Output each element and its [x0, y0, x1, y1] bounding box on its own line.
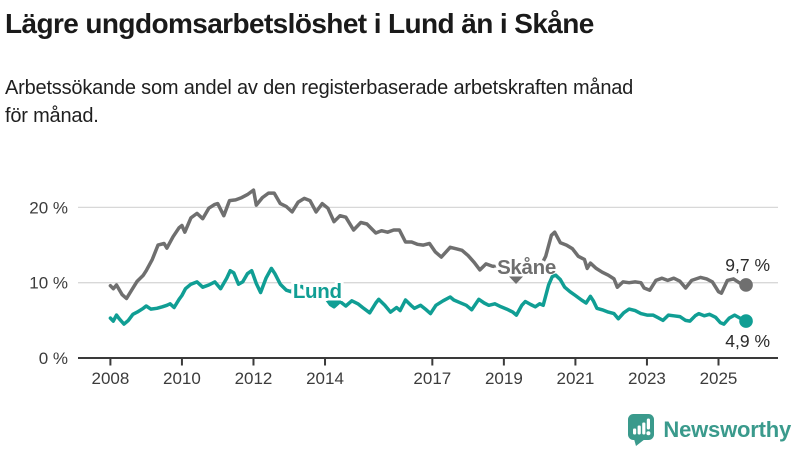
series-label-pointer-skne — [509, 276, 524, 284]
chart-subtitle-line2: för månad. — [5, 105, 99, 127]
x-tick-label: 2010 — [163, 369, 201, 388]
x-tick-label: 2017 — [413, 369, 451, 388]
newsworthy-logo[interactable]: Newsworthy — [627, 413, 791, 447]
x-tick-label: 2025 — [700, 369, 738, 388]
chart-subtitle: Arbetssökande som andel av den registerb… — [5, 74, 793, 130]
y-tick-label: 20 % — [29, 198, 68, 217]
end-dot-lund — [739, 314, 753, 328]
series-label-pointer-lund — [327, 300, 342, 309]
x-tick-label: 2019 — [485, 369, 523, 388]
series-label-skne: Skåne — [497, 256, 556, 279]
series-label-lund: Lund — [293, 280, 342, 303]
x-tick-label: 2021 — [556, 369, 594, 388]
line-lund — [108, 266, 748, 326]
end-dot-skne — [739, 278, 753, 292]
newsworthy-bubble-chart-icon — [628, 414, 655, 446]
newsworthy-wordmark: Newsworthy — [663, 417, 791, 442]
x-tick-label: 2014 — [306, 369, 344, 388]
chart-subtitle-line1: Arbetssökande som andel av den registerb… — [5, 77, 634, 99]
page-title: Lägre ungdomsarbetslöshet i Lund än i Sk… — [5, 8, 594, 39]
y-tick-label: 10 % — [29, 274, 68, 293]
y-tick-label: 0 % — [39, 349, 68, 368]
end-value-label-lund: 4,9 % — [725, 331, 770, 351]
x-tick-label: 2023 — [628, 369, 666, 388]
end-value-label-skne: 9,7 % — [725, 255, 770, 275]
x-tick-label: 2012 — [235, 369, 273, 388]
x-tick-label: 2008 — [91, 369, 129, 388]
line-skne — [108, 188, 748, 301]
